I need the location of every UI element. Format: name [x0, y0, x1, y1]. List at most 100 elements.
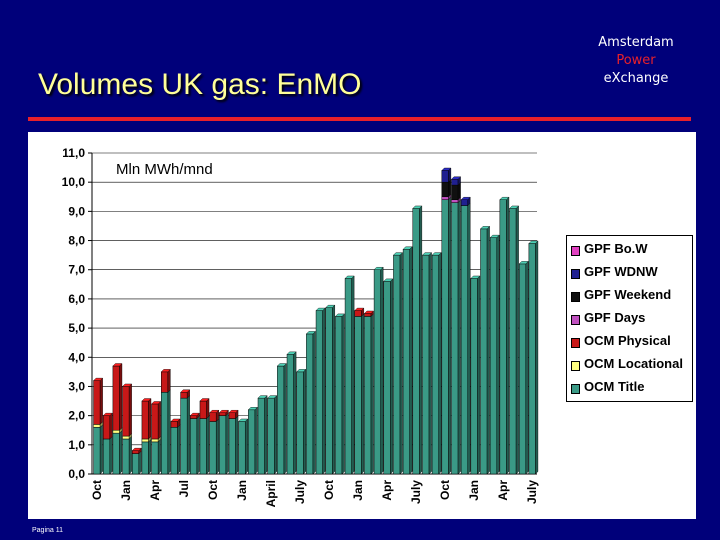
legend-label: GPF Weekend	[584, 287, 672, 302]
y-tick-label: 10,0	[62, 175, 86, 189]
legend-swatch	[571, 269, 580, 279]
bar-segment	[238, 421, 246, 475]
bar-top	[518, 261, 529, 265]
bar-side	[216, 418, 219, 475]
bar-segment	[267, 397, 275, 475]
x-tick-label: Jan	[235, 480, 249, 501]
bar-segment	[131, 453, 140, 475]
bar-segment	[141, 441, 149, 475]
bar-top	[460, 196, 471, 200]
bar-segment	[344, 278, 352, 475]
bar-segment	[364, 316, 372, 475]
title-divider	[28, 117, 691, 121]
y-tick-label: 5,0	[68, 321, 85, 335]
bar-side	[332, 304, 335, 475]
bar-segment	[248, 409, 256, 475]
bar-segment	[180, 397, 188, 475]
bar-top	[402, 246, 413, 250]
bar-segment	[170, 421, 178, 428]
x-tick-label: Apr	[148, 480, 162, 501]
x-tick-label: Jan	[119, 480, 133, 501]
bar-segment	[141, 438, 149, 443]
bar-side	[148, 438, 152, 475]
bar-side	[341, 313, 345, 475]
bar-side	[119, 363, 123, 431]
bar-top	[189, 412, 200, 416]
y-tick-label: 9,0	[68, 204, 85, 218]
bar-side	[515, 205, 519, 475]
bar-segment	[306, 333, 314, 475]
bar-segment	[325, 307, 333, 475]
bar-top	[141, 398, 152, 402]
bar-top	[480, 226, 491, 230]
bar-top	[373, 267, 384, 270]
chart-legend: GPF Bo.W GPF WDNW GPF Weekend GPF Days O…	[566, 235, 693, 402]
bar-side	[99, 377, 103, 425]
bar-top	[151, 401, 162, 405]
legend-label: OCM Locational	[584, 356, 683, 371]
bar-segment	[93, 427, 101, 475]
bar-side	[196, 415, 200, 475]
bar-top	[392, 252, 404, 256]
bar-side	[186, 395, 190, 475]
bar-segment	[151, 438, 159, 443]
bar-segment	[209, 421, 217, 475]
bar-side	[303, 368, 306, 475]
bar-side	[167, 368, 171, 393]
bar-side	[448, 196, 452, 475]
bar-side	[428, 252, 432, 475]
bar-top	[170, 418, 181, 422]
bar-segment	[286, 354, 294, 475]
bar-top	[276, 363, 287, 367]
bar-side	[467, 202, 471, 475]
bar-segment	[364, 313, 372, 317]
bar-top	[247, 407, 258, 410]
bar-segment	[489, 237, 498, 475]
bar-side	[457, 182, 461, 201]
bar-side	[312, 330, 316, 475]
bar-segment	[277, 365, 285, 475]
bar-top	[257, 395, 268, 399]
bar-segment	[122, 435, 130, 440]
bar-top	[296, 369, 307, 373]
bar-top	[412, 205, 423, 209]
bar-segment	[412, 208, 420, 475]
bar-segment	[151, 441, 159, 475]
y-tick-label: 2,0	[68, 409, 85, 423]
bar-side	[486, 225, 490, 475]
bar-segment	[209, 412, 217, 422]
bar-segment	[480, 228, 488, 475]
bar-side	[399, 252, 403, 475]
bar-top	[334, 313, 345, 317]
legend-label: GPF Bo.W	[584, 241, 648, 256]
bar-top	[160, 369, 171, 373]
bar-segment	[470, 278, 478, 475]
bar-top	[354, 307, 365, 311]
bar-side	[390, 278, 394, 475]
bar-segment	[102, 438, 111, 475]
bar-side	[148, 398, 152, 440]
x-tick-label: Apr	[496, 480, 510, 501]
bar-side	[370, 313, 374, 475]
y-unit-label: Mln MWh/mnd	[116, 161, 213, 178]
bar-side	[438, 252, 442, 475]
bar-side	[157, 438, 161, 475]
x-tick-label: July	[293, 480, 307, 504]
bar-side	[409, 246, 413, 475]
bar-side	[109, 435, 113, 475]
legend-label: OCM Physical	[584, 333, 671, 348]
legend-swatch	[571, 315, 580, 325]
bar-segment	[441, 199, 449, 475]
bar-side	[177, 424, 181, 475]
bar-segment	[257, 397, 265, 475]
brand-line-2: Power	[616, 53, 656, 68]
bar-segment	[383, 281, 391, 475]
bar-side	[457, 199, 461, 475]
bar-side	[535, 240, 539, 475]
bar-top	[267, 395, 278, 399]
x-tick-label: Oct	[90, 480, 104, 500]
brand-line-3: eXchange	[603, 71, 669, 86]
legend-label: GPF Days	[584, 310, 646, 325]
bar-top	[286, 351, 297, 355]
bar-side	[322, 307, 326, 475]
